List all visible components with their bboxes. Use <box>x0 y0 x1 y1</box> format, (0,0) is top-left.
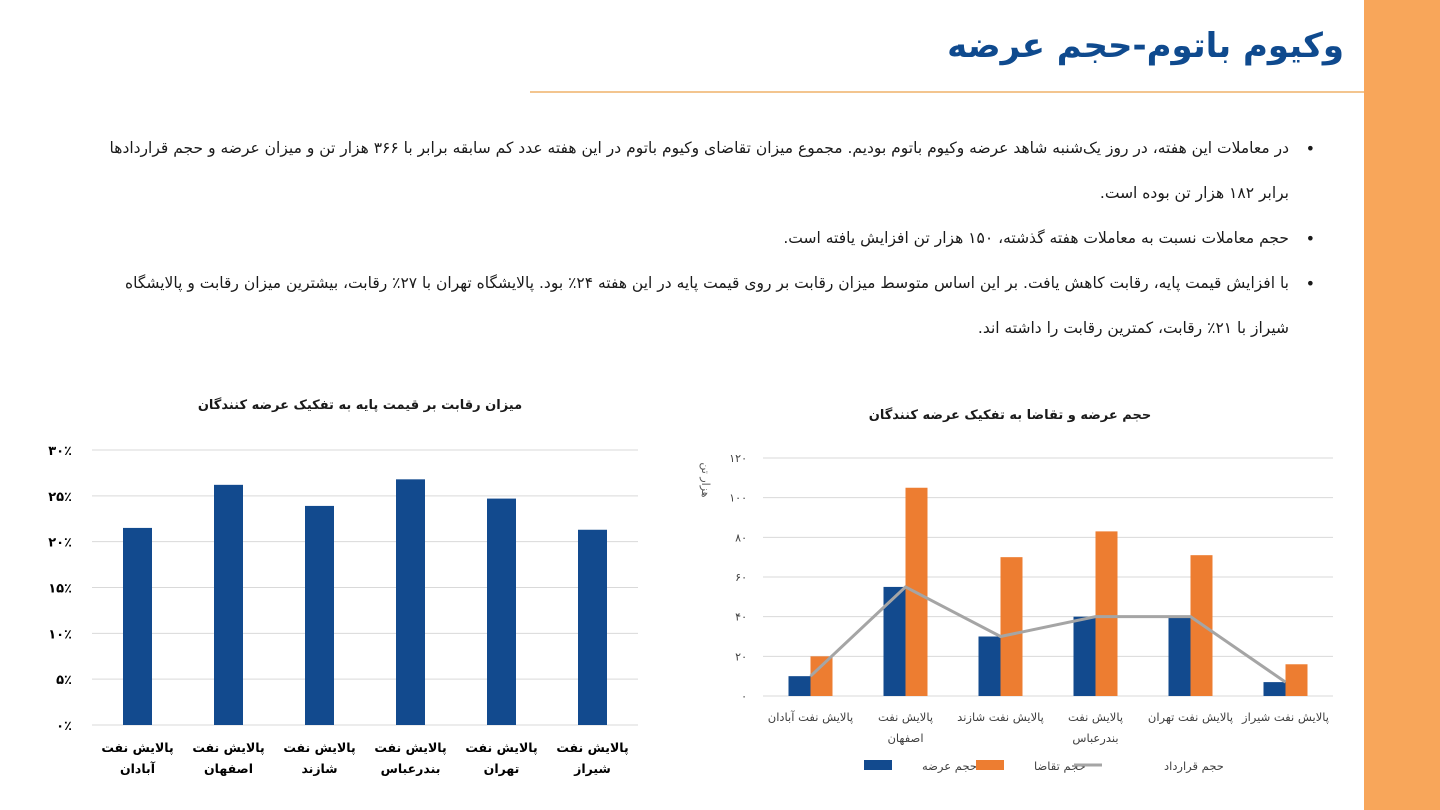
supply-bar <box>1263 682 1286 696</box>
title-divider <box>530 91 1364 93</box>
contract-line <box>809 585 1287 684</box>
competition-bar <box>305 505 334 725</box>
x-tick-label: تهران <box>484 761 520 776</box>
side-accent-bar <box>1364 0 1440 810</box>
bullet-item: • با افزایش قیمت پایه، رقابت کاهش یافت. ب… <box>105 261 1315 351</box>
y-tick-label: ۸۰ <box>735 531 747 544</box>
x-tick-label: پالایش نفت شیراز <box>1241 710 1329 725</box>
competition-bar <box>214 484 243 725</box>
y-tick-label: ۱۰۰ <box>729 492 747 505</box>
supply-bar <box>1168 616 1191 696</box>
x-tick-label: پالایش نفت <box>1068 710 1123 725</box>
supply-bar <box>883 586 906 696</box>
page-title: وکیوم باتوم-حجم عرضه <box>947 26 1344 66</box>
x-tick-label: اصفهان <box>204 761 253 776</box>
x-tick-label: آبادان <box>120 761 156 776</box>
bullet-item: • در معاملات این هفته، در روز یک‌شنبه شاه… <box>105 126 1315 216</box>
x-tick-label: اصفهان <box>887 731 923 745</box>
bullet-text: حجم معاملات نسبت به معاملات هفته گذشته، … <box>783 229 1289 247</box>
demand-bar <box>1285 664 1308 696</box>
bullet-dot: • <box>1305 274 1315 293</box>
demand-bar <box>1000 557 1023 696</box>
x-tick-label: پالایش نفت <box>283 740 355 755</box>
y-tick-label: ۳۰٪ <box>48 444 72 459</box>
bullet-dot: • <box>1305 139 1315 158</box>
x-tick-label: پالایش نفت <box>192 740 264 755</box>
x-tick-label: پالایش نفت تهران <box>1148 710 1233 725</box>
x-tick-label: پالایش نفت <box>465 740 537 755</box>
x-tick-label: پالایش نفت آبادان <box>768 710 853 725</box>
y-tick-label: ۰٪ <box>56 719 72 734</box>
competition-bar <box>123 527 152 725</box>
x-tick-label: پالایش نفت <box>878 710 933 725</box>
y-axis-label: هزار تن <box>699 462 712 497</box>
bullet-dot: • <box>1305 229 1315 248</box>
supply-bar <box>978 636 1001 696</box>
x-tick-label: شازند <box>301 761 337 776</box>
y-tick-label: ۲۰ <box>735 650 747 663</box>
y-tick-label: ۴۰ <box>735 611 747 624</box>
competition-bar <box>487 498 516 725</box>
y-tick-label: ۲۵٪ <box>48 490 72 505</box>
legend-swatch <box>976 760 1004 770</box>
competition-bar <box>578 529 607 725</box>
legend-swatch <box>864 760 892 770</box>
legend-label: حجم قرارداد <box>1164 759 1224 774</box>
bullet-text: با افزایش قیمت پایه، رقابت کاهش یافت. بر… <box>124 274 1289 337</box>
competition-chart: ۰٪ ۵٪ ۱۰٪ ۱۵٪ ۲۰٪ ۲۵٪ ۳۰٪ پالایش نفت آبادان پالای… <box>48 444 638 776</box>
y-tick-label: ۲۰٪ <box>48 536 72 551</box>
legend-label: حجم عرضه <box>922 759 977 774</box>
competition-bar <box>396 479 425 725</box>
legend-label: حجم تقاضا <box>1034 759 1086 773</box>
y-tick-label: ۱۰٪ <box>48 627 72 642</box>
x-tick-label: پالایش نفت شازند <box>957 710 1044 725</box>
bullet-list: • در معاملات این هفته، در روز یک‌شنبه شاه… <box>105 126 1315 351</box>
x-tick-label: پالایش نفت <box>374 740 446 755</box>
bullet-text: در معاملات این هفته، در روز یک‌شنبه شاهد… <box>109 139 1289 202</box>
y-tick-label: ۱۵٪ <box>48 582 72 597</box>
supply-demand-chart-title: حجم عرضه و تقاضا به تفکیک عرضه کنندگان <box>868 408 1152 423</box>
x-tick-label: پالایش نفت <box>101 740 173 755</box>
x-tick-label: بندرعباس <box>381 761 441 776</box>
x-tick-label: شیراز <box>573 761 611 776</box>
x-tick-label: پالایش نفت <box>556 740 628 755</box>
y-tick-label: ۵٪ <box>56 673 72 688</box>
demand-bar <box>1095 531 1118 696</box>
bullet-item: • حجم معاملات نسبت به معاملات هفته گذشته،… <box>105 216 1315 261</box>
supply-bar <box>1073 616 1096 696</box>
demand-bar <box>810 656 833 696</box>
supply-demand-chart: ۰ ۲۰ ۴۰ ۶۰ ۸۰ ۱۰۰ ۱۲۰ هزار تن پالایش نفت آبادان پ… <box>699 452 1333 774</box>
competition-chart-title: میزان رقابت بر قیمت پایه به تفکیک عرضه ک… <box>197 398 523 413</box>
y-tick-label: ۰ <box>741 690 747 703</box>
supply-bar <box>788 676 811 696</box>
y-tick-label: ۶۰ <box>735 571 747 584</box>
x-tick-label: بندرعباس <box>1072 731 1118 746</box>
y-tick-label: ۱۲۰ <box>729 452 747 465</box>
